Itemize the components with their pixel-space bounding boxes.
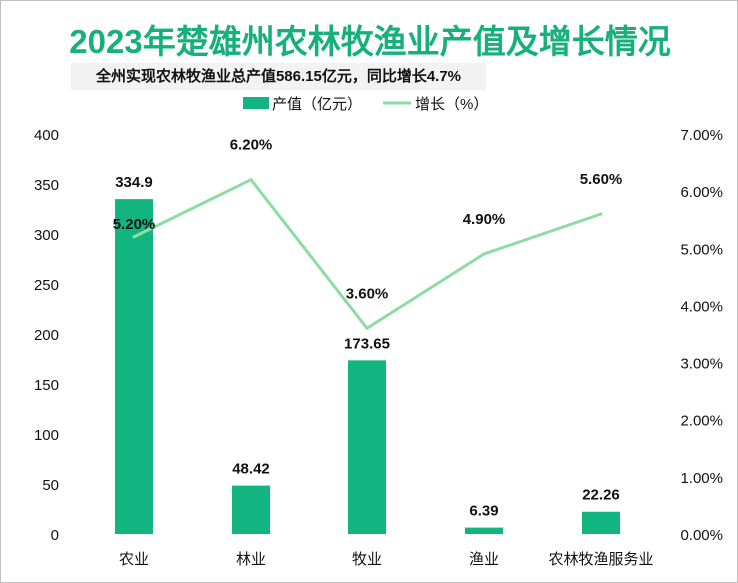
line-point [365,326,369,330]
bar [465,527,503,534]
chart-subtitle: 全州实现农林牧渔业总产值586.15亿元，同比增长4.7% [71,63,486,90]
left-axis-tick: 100 [34,427,59,444]
x-axis-label: 渔业 [469,551,499,568]
line-data-label: 6.20% [230,137,273,154]
bar [232,485,270,534]
line-data-label: 5.20% [113,216,156,233]
bar [582,511,620,534]
right-axis-tick: 3.00% [680,356,723,373]
left-axis-tick: 150 [34,377,59,394]
left-axis-tick: 200 [34,327,59,344]
right-axis-tick: 4.00% [680,298,723,315]
legend-swatch-bar [243,97,269,109]
x-axis-label: 林业 [236,551,266,568]
line-data-label: 3.60% [346,285,389,302]
legend-label-line: 增长（%） [415,96,488,113]
left-axis-tick: 250 [34,277,59,294]
x-axis-label: 农业 [119,551,149,568]
line-point [132,235,136,239]
bar-data-label: 22.26 [582,487,620,504]
bar [115,199,153,534]
x-axis-label: 牧业 [352,551,382,568]
right-axis-tick: 0.00% [680,527,723,544]
bar-data-label: 6.39 [469,503,498,520]
left-axis-tick: 300 [34,227,59,244]
left-axis-tick: 0 [51,527,59,544]
x-axis-label: 农林牧渔服务业 [548,551,653,568]
bar-data-label: 334.9 [115,174,153,191]
legend-label-bar: 产值（亿元） [272,96,362,113]
line-point [249,178,253,182]
left-axis-tick: 350 [34,177,59,194]
left-axis-tick: 400 [34,127,59,144]
bar-data-label: 173.65 [344,335,390,352]
left-axis-tick: 50 [42,477,59,494]
right-axis-tick: 6.00% [680,184,723,201]
right-axis-tick: 2.00% [680,413,723,430]
line-point [599,212,603,216]
line-data-label: 4.90% [463,211,506,228]
bar-data-label: 48.42 [232,461,270,478]
chart-title: 2023年楚雄州农林牧渔业产值及增长情况 [69,23,671,60]
line-point [482,252,486,256]
growth-line [133,177,602,331]
right-axis-tick: 5.00% [680,241,723,258]
right-axis-tick: 1.00% [680,470,723,487]
line-data-label: 5.60% [580,171,623,188]
bar [348,360,386,534]
right-axis-tick: 7.00% [680,127,723,144]
legend: 产值（亿元） 增长（%） [243,96,488,113]
